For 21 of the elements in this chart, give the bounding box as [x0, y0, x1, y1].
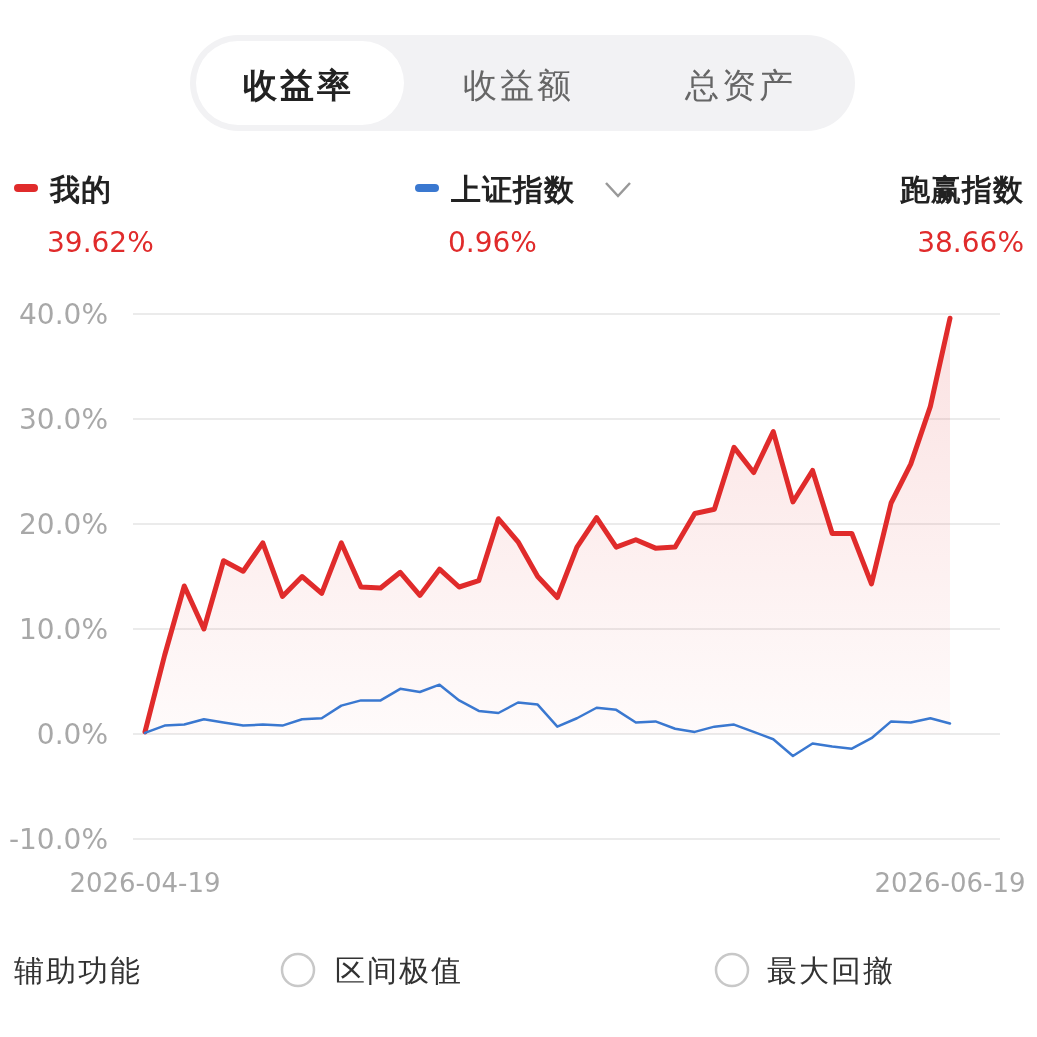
text: 总资产 — [683, 65, 796, 105]
y-tick-label: 30.0% — [19, 403, 108, 436]
y-tick-label: -10.0% — [8, 823, 108, 856]
text: 区间极值 — [335, 953, 463, 988]
y-tick-label: 40.0% — [19, 298, 108, 331]
line-series — [143, 683, 952, 758]
text: 38.66% — [917, 226, 1024, 259]
legend-label: 上证指数 — [450, 172, 575, 207]
text: 收益率 — [242, 65, 354, 105]
y-tick-label: 20.0% — [19, 508, 108, 541]
text: 最大回撤 — [767, 953, 895, 988]
text: 辅助功能 — [14, 953, 142, 988]
y-tick-label: 10.0% — [19, 613, 108, 646]
x-tick-label: 2026-06-19 — [874, 868, 1026, 898]
x-tick-label: 2026-04-19 — [69, 868, 221, 898]
text: 39.62% — [47, 226, 154, 259]
text: 跑赢指数 — [899, 172, 1024, 207]
y-tick-label: 0.0% — [36, 718, 108, 751]
text: 收益额 — [462, 65, 574, 105]
text: 0.96% — [448, 226, 537, 259]
legend-label: 我的 — [49, 172, 112, 207]
